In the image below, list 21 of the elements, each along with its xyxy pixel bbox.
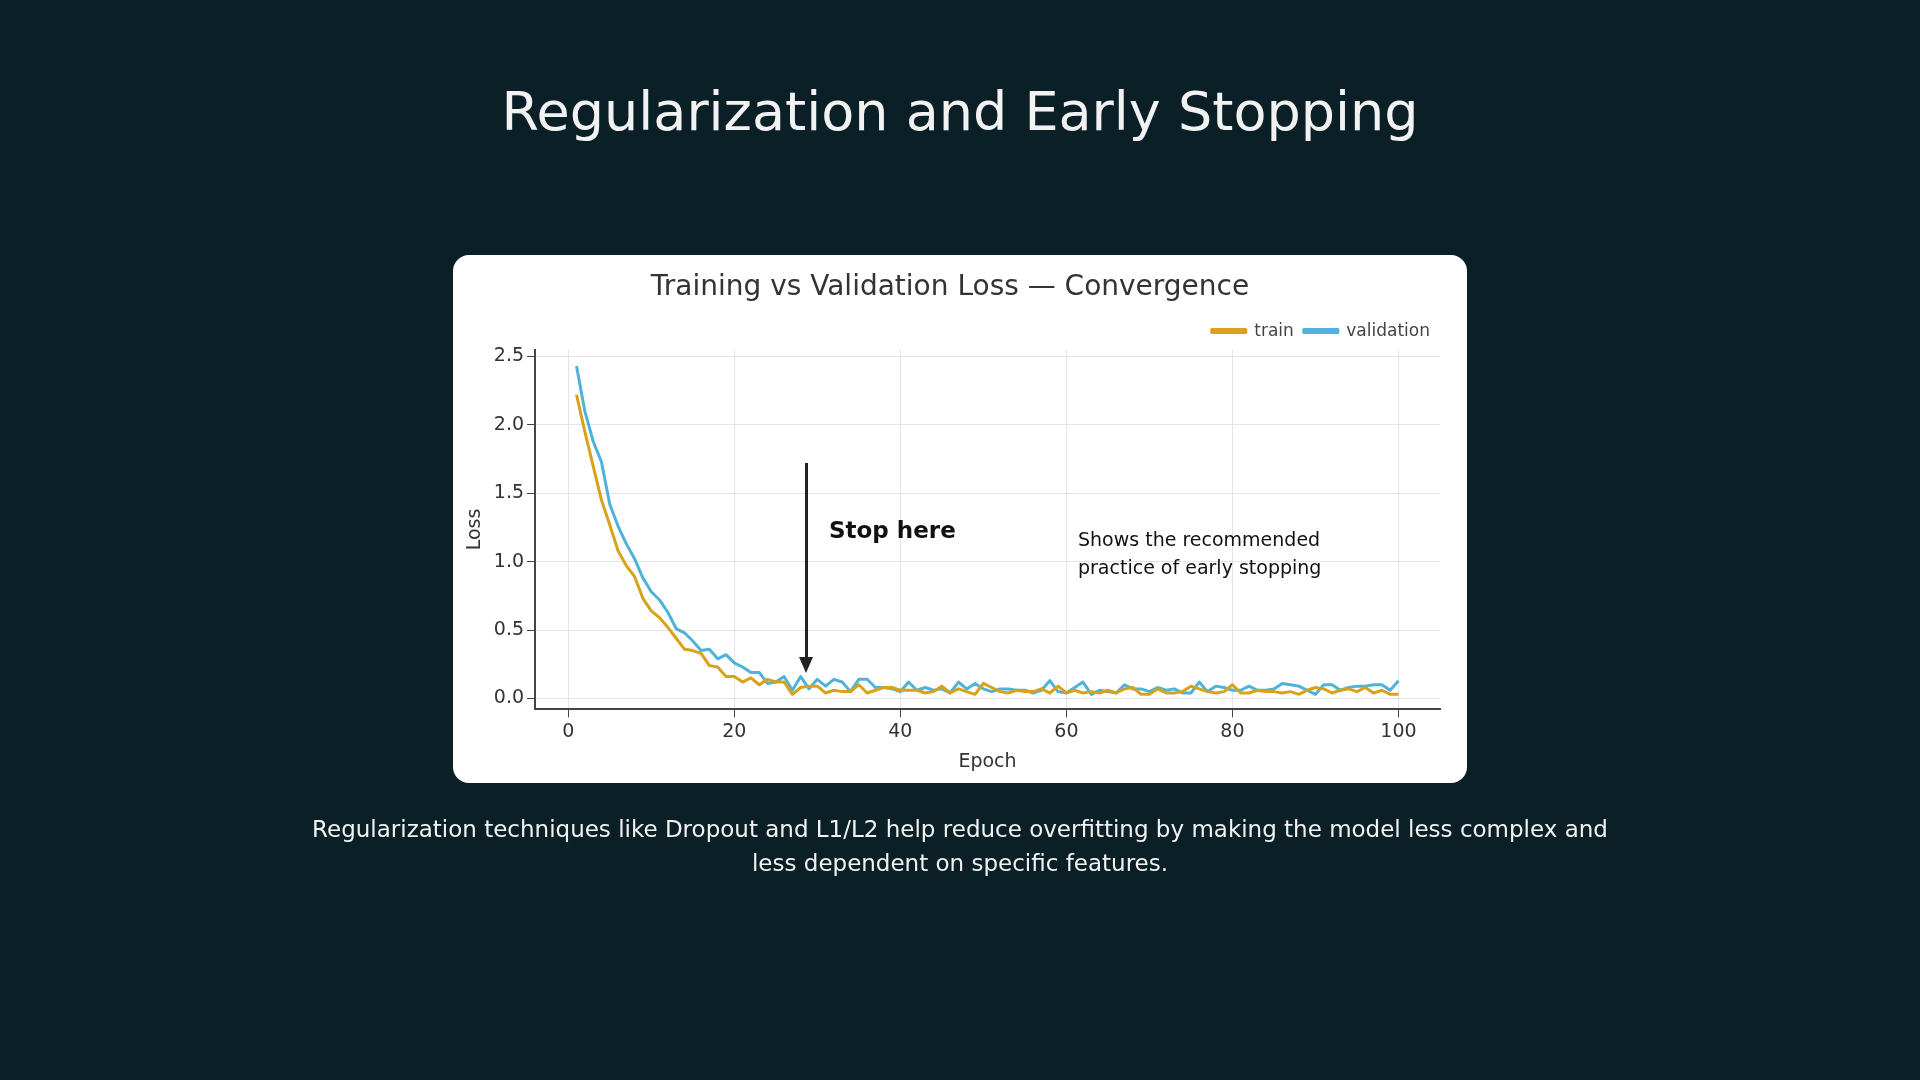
- y-tick-label: 2.5: [493, 343, 525, 366]
- y-tick-label: 0.0: [493, 685, 525, 708]
- x-tick-label: 20: [722, 718, 747, 741]
- annotation: Shows the recommended practice of early stopping: [1078, 527, 1323, 580]
- y-tick-label: 2.0: [493, 411, 525, 434]
- x-tick-label: 60: [1054, 718, 1079, 741]
- y-tick-label: 1.5: [493, 480, 525, 503]
- x-tick-label: 0: [562, 718, 575, 741]
- x-tick-label: 80: [1220, 718, 1245, 741]
- y-axis-title: Loss: [462, 508, 485, 551]
- legend-label: validation: [1346, 319, 1431, 340]
- annotation: Stop here: [829, 517, 956, 543]
- x-tick-label: 100: [1380, 718, 1417, 741]
- chart-subtitle: Training vs Validation Loss — Convergence: [649, 269, 1250, 303]
- legend-label: train: [1254, 319, 1294, 340]
- y-tick-label: 1.0: [493, 548, 525, 571]
- x-tick-label: 40: [888, 718, 913, 741]
- x-axis-title: Epoch: [958, 748, 1017, 771]
- chart-title: Regularization and Early Stopping: [500, 80, 1420, 143]
- text: Regularization techniques like Dropout and L1/L2 help reduce overfitting by making the model less complex and less dependent on specific features.: [311, 815, 1609, 878]
- y-tick-label: 0.5: [493, 616, 525, 639]
